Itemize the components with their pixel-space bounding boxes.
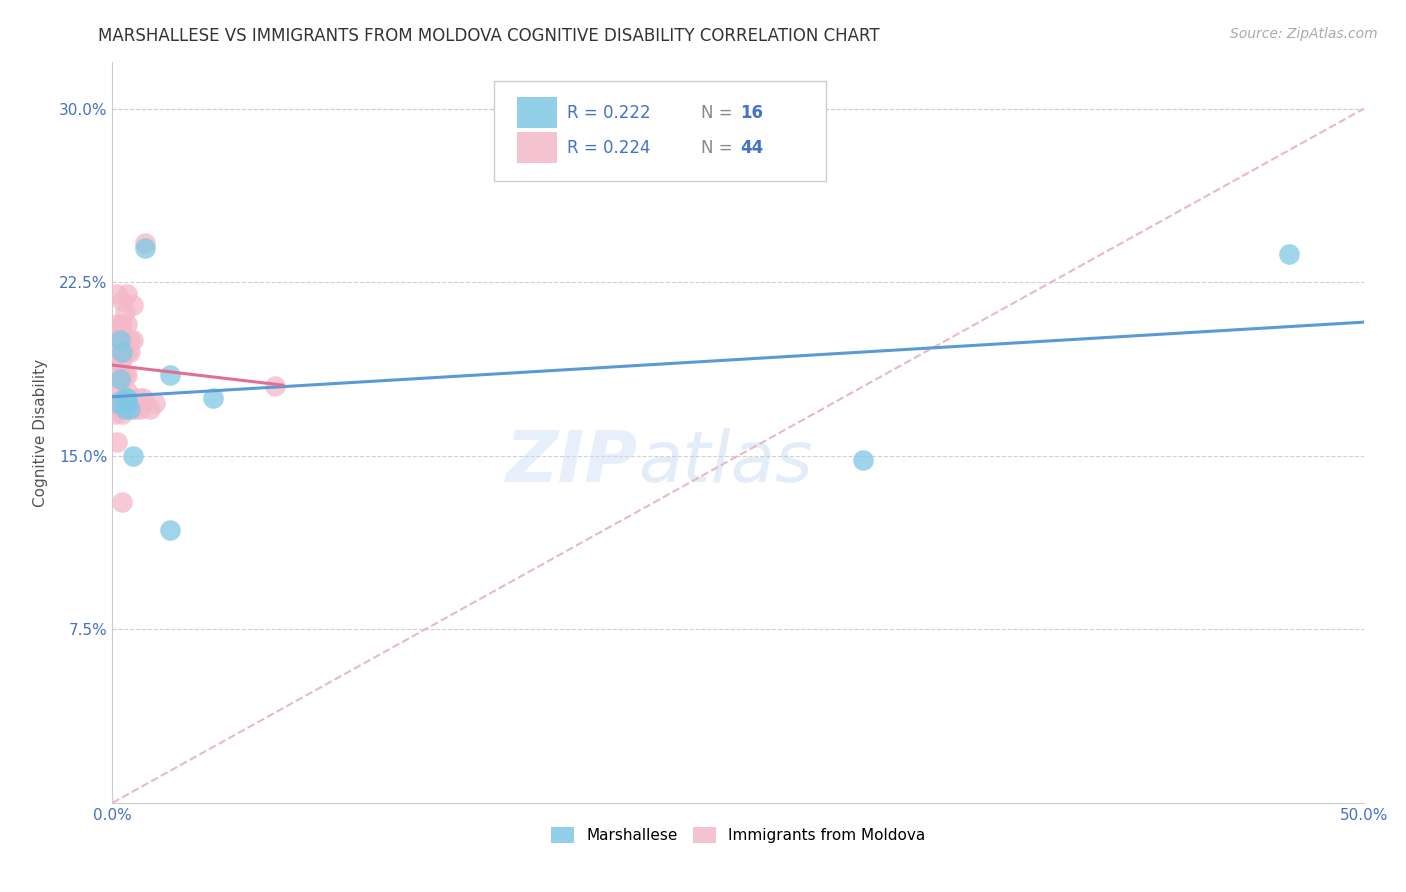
Point <box>121 298 143 312</box>
Point <box>107 395 129 409</box>
Point <box>114 340 136 354</box>
Point <box>159 523 181 537</box>
FancyBboxPatch shape <box>516 132 557 163</box>
Point <box>134 235 156 250</box>
Point <box>852 453 875 467</box>
Point <box>108 384 131 398</box>
Point <box>117 395 139 409</box>
Legend: Marshallese, Immigrants from Moldova: Marshallese, Immigrants from Moldova <box>544 820 932 851</box>
Point <box>111 372 134 386</box>
Point <box>124 402 146 417</box>
FancyBboxPatch shape <box>494 81 825 181</box>
Point <box>118 398 141 412</box>
Text: ZIP: ZIP <box>506 428 638 497</box>
Y-axis label: Cognitive Disability: Cognitive Disability <box>32 359 48 507</box>
Point <box>127 391 149 405</box>
Point <box>131 391 153 405</box>
Point <box>114 305 136 319</box>
Point <box>108 372 131 386</box>
Text: MARSHALLESE VS IMMIGRANTS FROM MOLDOVA COGNITIVE DISABILITY CORRELATION CHART: MARSHALLESE VS IMMIGRANTS FROM MOLDOVA C… <box>98 27 880 45</box>
Point <box>107 286 129 301</box>
Point <box>114 402 136 417</box>
Point <box>117 344 139 359</box>
Point <box>111 293 134 308</box>
Text: R = 0.222: R = 0.222 <box>567 103 651 122</box>
Text: N =: N = <box>700 138 738 157</box>
Point <box>111 391 134 405</box>
Point <box>121 333 143 347</box>
Point <box>118 402 141 417</box>
Point <box>114 368 136 382</box>
Point <box>108 340 131 354</box>
Text: R = 0.224: R = 0.224 <box>567 138 650 157</box>
Text: N =: N = <box>700 103 738 122</box>
Point <box>108 368 131 382</box>
Point <box>118 333 141 347</box>
Point <box>117 384 139 398</box>
Text: 44: 44 <box>741 138 763 157</box>
Point <box>264 379 287 393</box>
Point <box>107 317 129 331</box>
Point <box>108 333 131 347</box>
Text: atlas: atlas <box>638 428 813 497</box>
Point <box>108 402 131 417</box>
Point <box>111 333 134 347</box>
Point <box>108 395 131 409</box>
Text: 16: 16 <box>741 103 763 122</box>
Point <box>139 402 162 417</box>
Point <box>111 344 134 359</box>
Point <box>117 391 139 405</box>
Point <box>129 402 152 417</box>
Point <box>108 356 131 370</box>
Point <box>111 407 134 421</box>
Point <box>104 395 127 409</box>
Point <box>143 395 166 409</box>
Point <box>111 495 134 509</box>
Point <box>117 368 139 382</box>
Point <box>111 317 134 331</box>
Point <box>114 391 136 405</box>
Text: Source: ZipAtlas.com: Source: ZipAtlas.com <box>1230 27 1378 41</box>
Point <box>117 317 139 331</box>
Point <box>104 407 127 421</box>
Point <box>114 391 136 405</box>
Point <box>121 449 143 463</box>
Point <box>159 368 181 382</box>
Point <box>118 344 141 359</box>
Point <box>108 333 131 347</box>
Point <box>1278 247 1301 261</box>
Point <box>108 321 131 335</box>
Point <box>107 333 129 347</box>
FancyBboxPatch shape <box>516 97 557 128</box>
Point <box>134 240 156 255</box>
Point <box>111 351 134 366</box>
Point <box>201 391 224 405</box>
Point <box>117 286 139 301</box>
Point <box>107 434 129 449</box>
